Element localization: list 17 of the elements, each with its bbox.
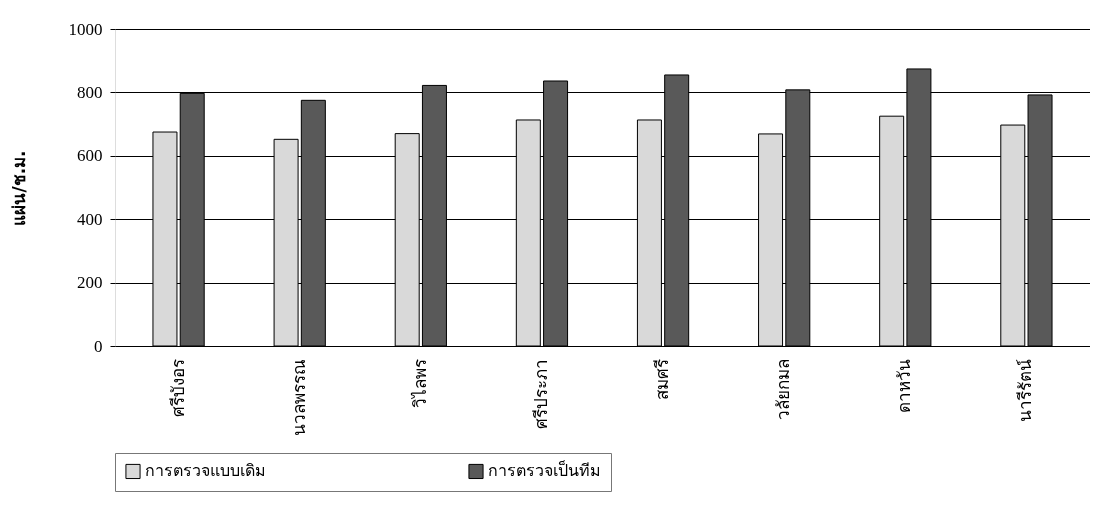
y-tick-label: 0 <box>94 336 103 356</box>
y-axis-title: แผ่น/ช.ม. <box>8 150 29 226</box>
x-tick-label: ศรีบังอร <box>167 358 188 417</box>
y-tick-label: 600 <box>77 146 103 166</box>
x-tick-label: ดาหวัน <box>894 358 915 413</box>
legend-label: การตรวจเป็นทีม <box>488 460 601 481</box>
x-tick-label: นวลพรรณ <box>288 358 309 436</box>
y-tick-label: 200 <box>77 273 103 293</box>
y-tick-label: 400 <box>77 209 103 229</box>
x-tick-label: ศรีประภา <box>530 358 551 429</box>
y-tick-label: 1000 <box>68 19 103 39</box>
x-tick-label: นารีรัตน์ <box>1015 358 1036 422</box>
x-tick-label: วลัยกมล <box>773 358 794 420</box>
x-tick-label: สมศรี <box>652 358 673 400</box>
x-tick-label: วิไลพร <box>409 358 430 408</box>
y-tick-label: 800 <box>77 82 103 102</box>
legend-label: การตรวจแบบเดิม <box>145 461 266 481</box>
